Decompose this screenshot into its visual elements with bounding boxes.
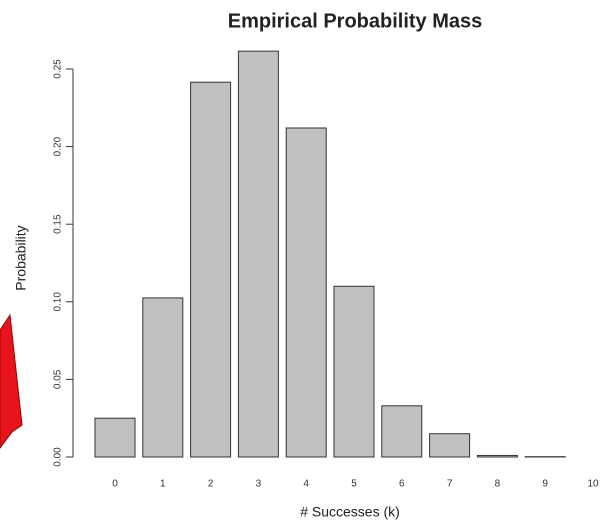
x-axis-label: # Successes (k) (300, 504, 400, 520)
chart-title: Empirical Probability Mass (228, 10, 483, 32)
x-tick-label: 5 (351, 479, 357, 490)
x-tick-label: 2 (208, 479, 214, 490)
bar (476, 454, 518, 458)
y-axis-label: Probability (13, 225, 29, 290)
x-tick-label: 8 (495, 479, 501, 490)
x-tick-label: 1 (160, 479, 166, 490)
bar (142, 297, 184, 458)
arrow-decoration (0, 313, 23, 449)
x-tick-label: 4 (303, 479, 309, 490)
y-tick-label: 0.20 (53, 136, 64, 156)
x-tick-label: 3 (256, 479, 262, 490)
x-tick-label: 10 (587, 479, 599, 490)
bar (94, 417, 136, 458)
y-tick-label: 0.10 (53, 292, 64, 312)
x-tick-label: 9 (542, 479, 548, 490)
y-tick-label: 0.05 (53, 369, 64, 389)
bar (333, 285, 375, 458)
bar (381, 405, 423, 458)
bar (190, 81, 232, 458)
bar (429, 433, 471, 458)
y-tick-label: 0.00 (53, 447, 64, 467)
x-tick-label: 0 (112, 479, 118, 490)
y-tick-label: 0.15 (53, 214, 64, 234)
x-tick-label: 7 (447, 479, 453, 490)
y-tick-label: 0.25 (53, 59, 64, 79)
bar (285, 127, 327, 458)
x-tick-label: 6 (399, 479, 405, 490)
bar (237, 50, 279, 458)
